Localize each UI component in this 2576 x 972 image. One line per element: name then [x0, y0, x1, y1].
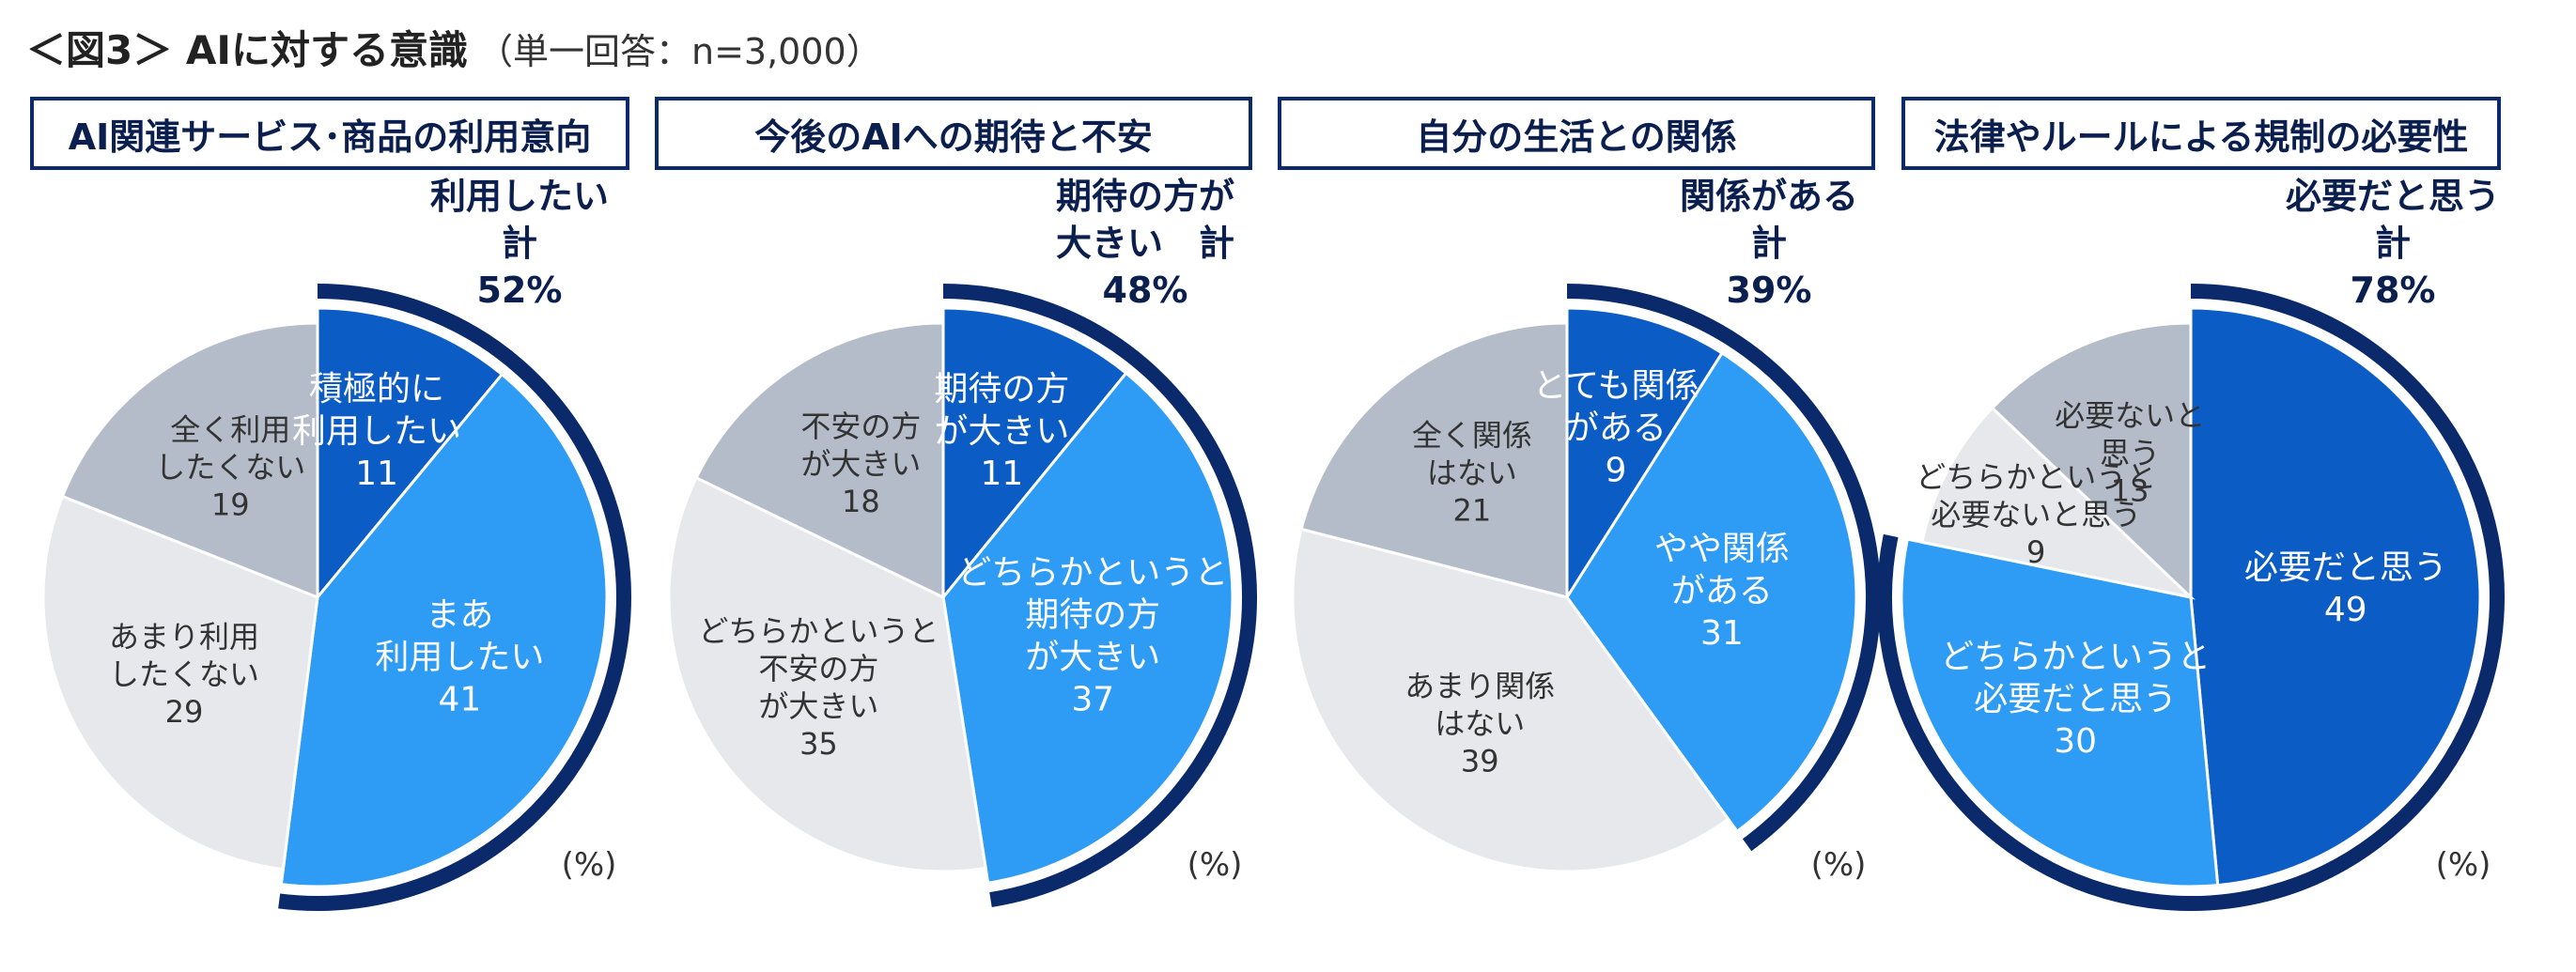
total-arc	[278, 284, 631, 911]
slice-label-slice-negative: どちらかというと必要ないと思う 9	[1916, 459, 2156, 570]
unit-label: (%)	[562, 846, 617, 884]
slice-label-slice-positive: まあ利用したい 41	[375, 596, 544, 719]
total-arc	[1566, 284, 1881, 852]
slice-label-slice-top-positive: 積極的に利用したい 11	[292, 370, 461, 493]
figure-title: ＜図3＞ AIに対する意識 （単一回答：n=3,000）	[26, 19, 882, 76]
total-label: 利用したい計 52%	[430, 176, 609, 311]
pie-slice-positive	[1565, 350, 1858, 834]
panel-header-usage-intent: AI関連サービス･商品の利用意向	[30, 97, 629, 170]
pie-slice-positive	[1900, 537, 2220, 888]
pie-slice-top-positive	[941, 306, 1128, 602]
slice-label-slice-top-positive: 期待の方が大きい 11	[934, 370, 1069, 493]
slice-label-slice-top-negative: 必要ないと思う 13	[2055, 397, 2205, 508]
slice-label-slice-top-negative: 不安の方が大きい 18	[800, 409, 921, 519]
slice-label-slice-top-positive: とても関係がある 9	[1532, 366, 1699, 489]
slice-label-slice-negative: あまり関係はない 39	[1404, 668, 1555, 779]
slice-label-slice-positive: やや関係がある 31	[1654, 530, 1790, 653]
pie-slice-top-positive	[316, 306, 504, 602]
slice-label-slice-negative: どちらかというと不安の方が大きい 35	[698, 613, 939, 762]
pie-chart-2: 期待の方が大きい 11 どちらかというと期待の方が大きい 37どちらかというと不安の方…	[667, 176, 1258, 907]
slice-label-slice-top-positive: 必要だと思う 49	[2244, 548, 2447, 629]
slice-label-slice-positive: どちらかというと期待の方が大きい 37	[957, 554, 1228, 719]
pie-slice-top-negative	[694, 321, 945, 600]
pie-slice-top-negative	[1299, 321, 1569, 599]
pie-slice-negative	[1291, 527, 1730, 873]
slice-label-slice-positive: どちらかというと必要だと思う 30	[1940, 638, 2211, 761]
pie-slice-negative	[1920, 406, 2196, 600]
pie-slice-negative	[41, 494, 319, 872]
pie-slice-top-negative	[1990, 321, 2193, 601]
pie-chart-4: 必要だと思う 49 どちらかというと必要だと思う 30 どちらかというと必要ないと思う 9…	[1877, 176, 2505, 911]
total-arc	[1877, 284, 2505, 911]
slice-label-slice-top-negative: 全く関係はない 21	[1412, 418, 1532, 529]
slice-label-slice-negative: あまり利用したくない 29	[109, 619, 259, 730]
pie-slice-top-negative	[60, 321, 319, 600]
panel-header-expectation-anxiety: 今後のAIへの期待と不安	[655, 97, 1252, 170]
total-label: 必要だと思う計 78%	[2286, 176, 2500, 311]
unit-label: (%)	[1187, 846, 1243, 884]
figure-title-main: ＜図3＞ AIに対する意識	[26, 27, 468, 73]
panel-header-regulation-need: 法律やルールによる規制の必要性	[1901, 97, 2501, 170]
total-label: 期待の方が大きい 計 48%	[1056, 176, 1234, 311]
unit-label: (%)	[2436, 846, 2491, 884]
total-arc	[942, 284, 1258, 907]
pie-chart-3: とても関係がある 9 やや関係がある 31 あまり関係はない 39 全く関係はない 21 関係が…	[1291, 176, 1881, 884]
pie-slice-top-positive	[2189, 306, 2482, 887]
figure-title-note: （単一回答：n=3,000）	[476, 31, 882, 72]
slice-label-slice-top-negative: 全く利用したくない 19	[155, 412, 305, 523]
pie-slice-top-positive	[1565, 306, 1725, 603]
total-label: 関係がある計 39%	[1680, 176, 1858, 311]
unit-label: (%)	[1811, 846, 1867, 884]
pie-slice-negative	[667, 475, 987, 873]
pie-slice-positive	[279, 372, 609, 888]
pie-chart-1: 積極的に利用したい 11 まあ利用したい 41 あまり利用したくない 29 全く利用したくな…	[41, 176, 631, 911]
panel-header-life-relation: 自分の生活との関係	[1278, 97, 1875, 170]
pie-slice-positive	[941, 371, 1234, 885]
